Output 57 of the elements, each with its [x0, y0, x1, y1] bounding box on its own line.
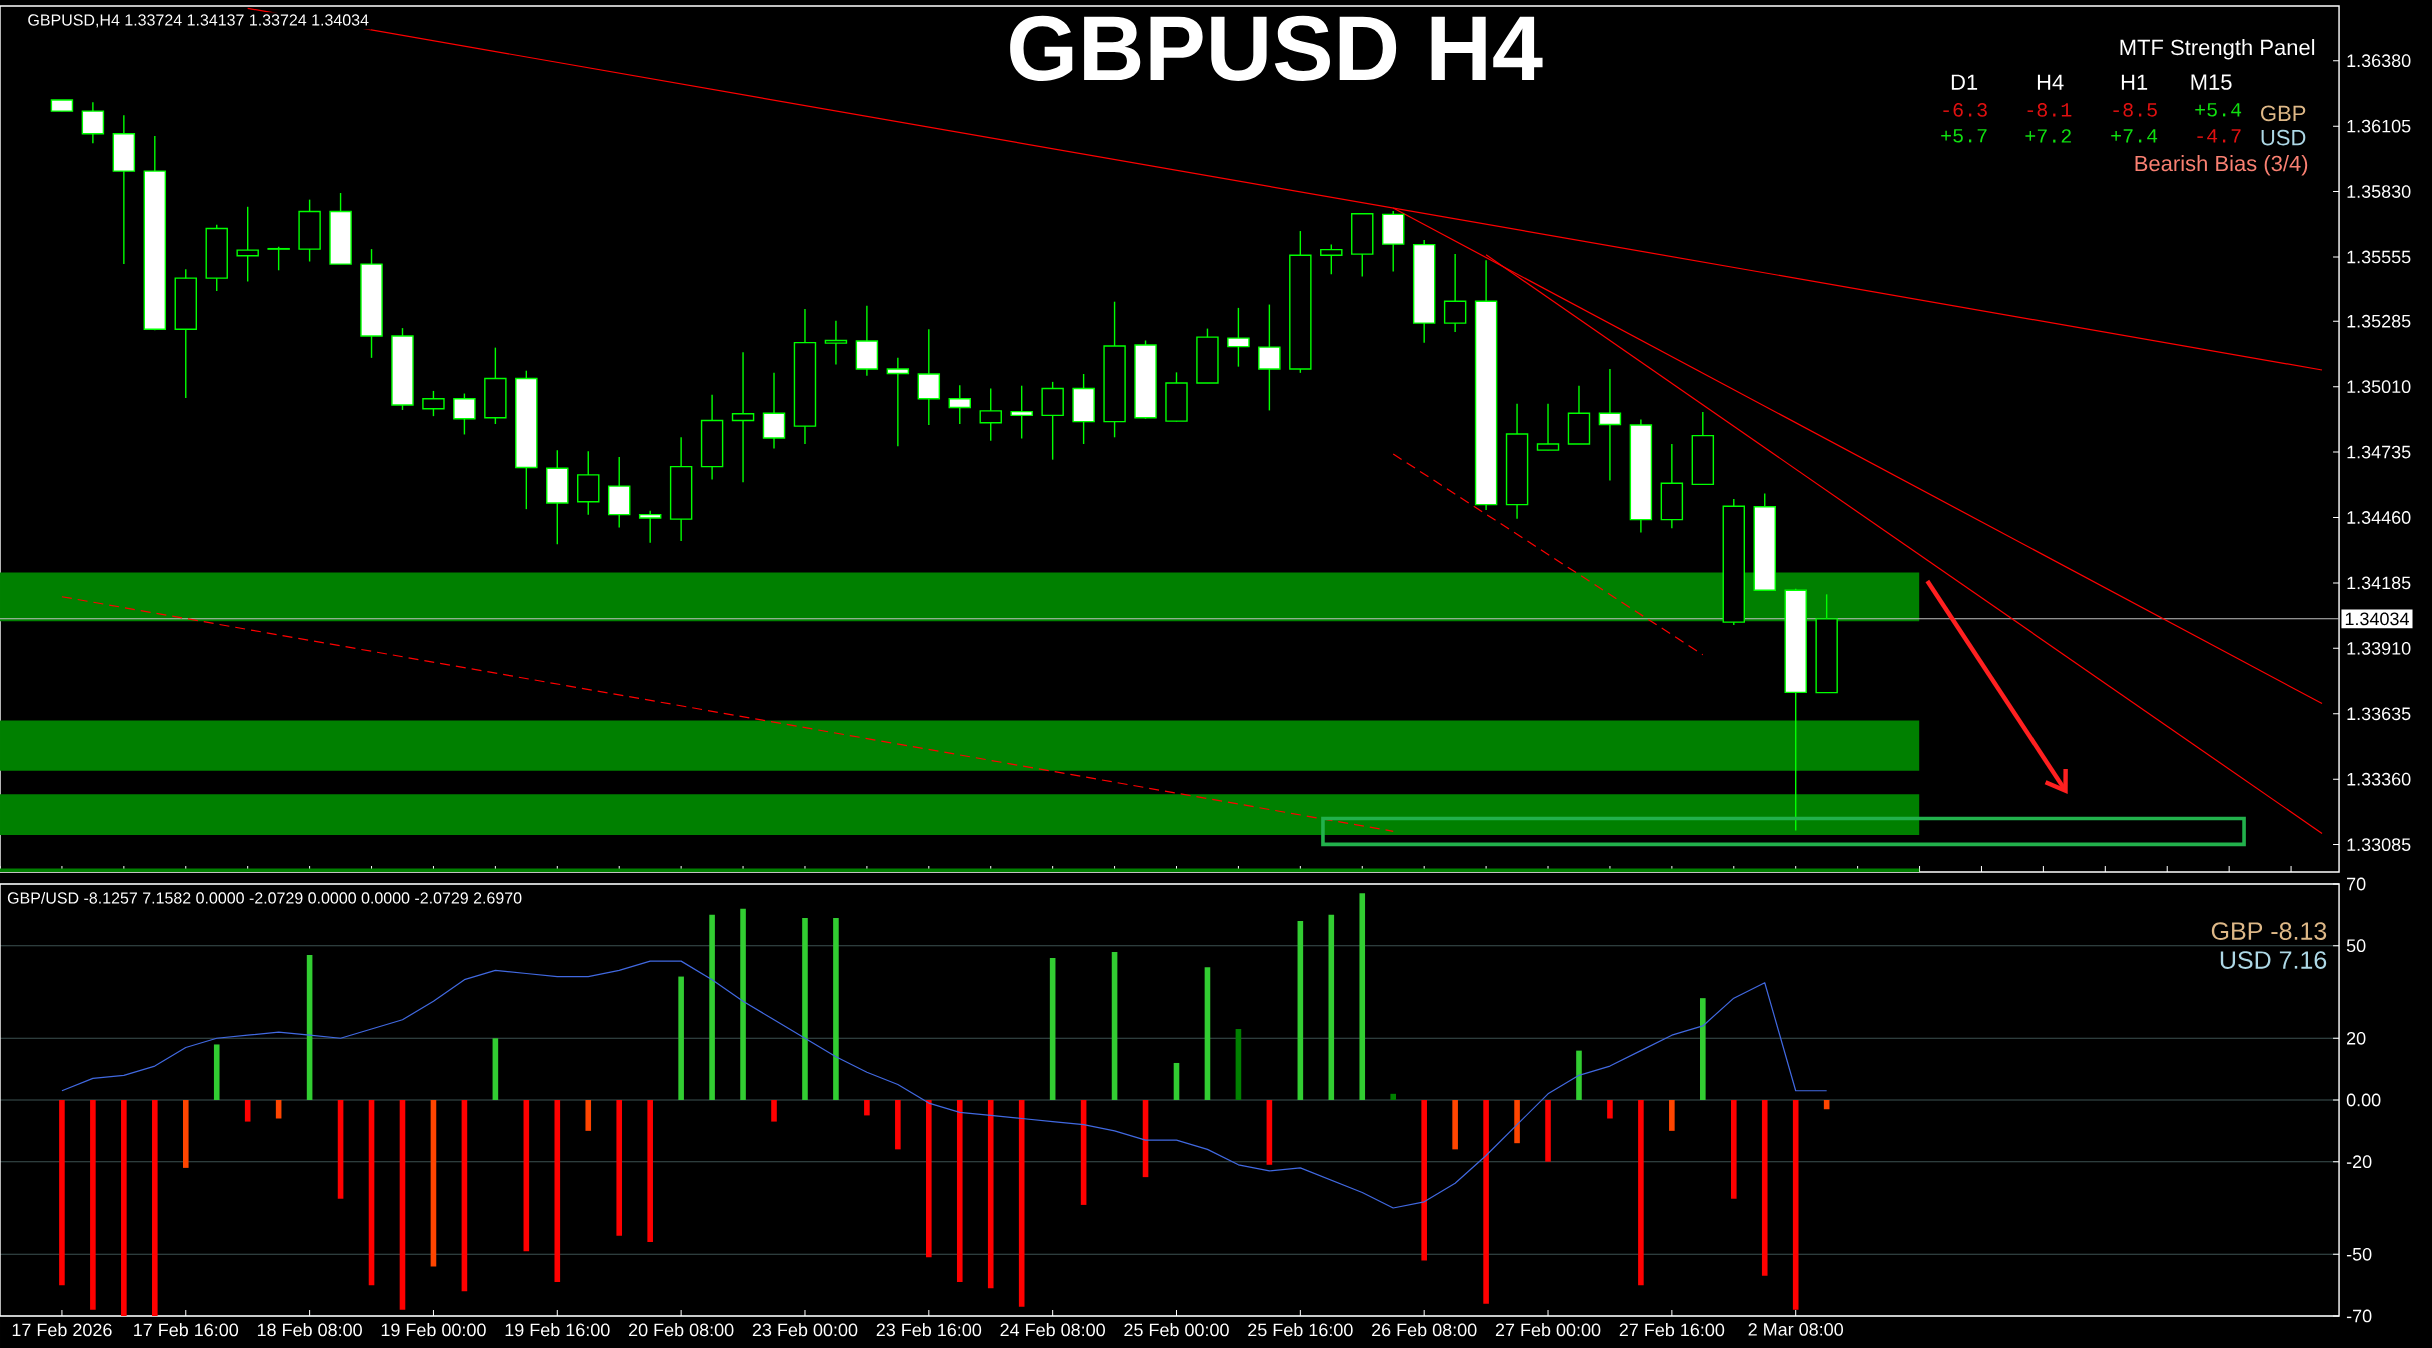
y-tick-label: -50	[2346, 1247, 2372, 1261]
x-tick-label: 20 Feb 08:00	[629, 1323, 734, 1337]
x-tick-label: 25 Feb 00:00	[1124, 1323, 1229, 1337]
y-tick-label: 20	[2347, 1031, 2366, 1045]
y-tick-label: 1.34460	[2347, 511, 2411, 524]
y-tick-label: -20	[2346, 1155, 2372, 1169]
y-tick-label: 1.34185	[2347, 576, 2411, 590]
annotation: MTF Strength Panel	[2120, 39, 2315, 60]
x-tick-label: 17 Feb 2026	[12, 1323, 112, 1337]
y-tick-label: 50	[2346, 939, 2366, 953]
annotation: M15	[2191, 74, 2232, 90]
annotation: H1	[2121, 74, 2148, 90]
annotation: GBPUSD,H4 1.33724 1.34137 1.33724 1.34034	[28, 14, 369, 28]
y-tick-label: 1.36105	[2347, 119, 2411, 133]
x-tick-label: 24 Feb 08:00	[1000, 1323, 1105, 1337]
x-tick-label: 19 Feb 16:00	[505, 1323, 610, 1337]
y-tick-label: 1.35285	[2347, 314, 2411, 328]
annotation: -8.1	[2027, 103, 2072, 117]
y-tick-label: 1.33085	[2347, 838, 2411, 852]
chart-title: GBPUSD H4	[1010, 15, 1543, 81]
x-tick-label: 19 Feb 00:00	[381, 1323, 486, 1337]
y-tick-label: -70	[2346, 1309, 2372, 1323]
x-tick-label: 2 Mar 08:00	[1748, 1323, 1844, 1336]
annotation: -4.7	[2197, 129, 2241, 143]
annotation: USD	[2261, 129, 2306, 146]
annotation: +7.4	[2111, 129, 2158, 143]
x-tick-label: 27 Feb 16:00	[1619, 1323, 1725, 1337]
annotation: Bearish Bias (3/4)	[2135, 155, 2308, 176]
annotation: GBP/USD -8.1257 7.1582 0.0000 -2.0729 0.0000 0.0000 -2.0729 2.6970	[7, 891, 522, 904]
y-tick-label: 1.33635	[2347, 707, 2411, 721]
y-tick-label: 1.35555	[2347, 250, 2411, 264]
annotation: USD 7.16	[2220, 951, 2327, 969]
x-tick-label: 25 Feb 16:00	[1248, 1323, 1353, 1337]
annotation: +5.7	[1941, 129, 1987, 143]
x-tick-label: 18 Feb 08:00	[257, 1323, 362, 1337]
y-tick-label: 0.00	[2346, 1093, 2381, 1107]
x-tick-label: 23 Feb 16:00	[876, 1323, 982, 1337]
annotation: GBP	[2261, 105, 2306, 122]
y-tick-label: 1.33910	[2347, 641, 2411, 655]
annotation: H4	[2037, 74, 2064, 90]
x-tick-label: 26 Feb 08:00	[1372, 1323, 1477, 1337]
ref-line-label: 1.34034	[2345, 612, 2409, 626]
y-tick-label: 1.35830	[2347, 185, 2411, 198]
x-tick-label: 23 Feb 00:00	[752, 1323, 858, 1337]
x-tick-label: 27 Feb 00:00	[1495, 1323, 1601, 1337]
annotation: GBP -8.13	[2211, 922, 2327, 940]
y-tick-label: 1.33360	[2347, 772, 2411, 786]
y-tick-label: 70	[2347, 877, 2366, 891]
y-tick-label: 1.34735	[2347, 445, 2411, 459]
annotation: -6.3	[1943, 103, 1987, 117]
annotation: -8.5	[2113, 103, 2157, 117]
annotation: +7.2	[2025, 129, 2071, 143]
x-tick-label: 17 Feb 16:00	[134, 1323, 239, 1337]
y-tick-label: 1.35010	[2347, 380, 2411, 394]
annotation: D1	[1951, 74, 1978, 90]
y-tick-label: 1.36380	[2347, 54, 2411, 68]
annotation: +5.4	[2195, 103, 2242, 117]
